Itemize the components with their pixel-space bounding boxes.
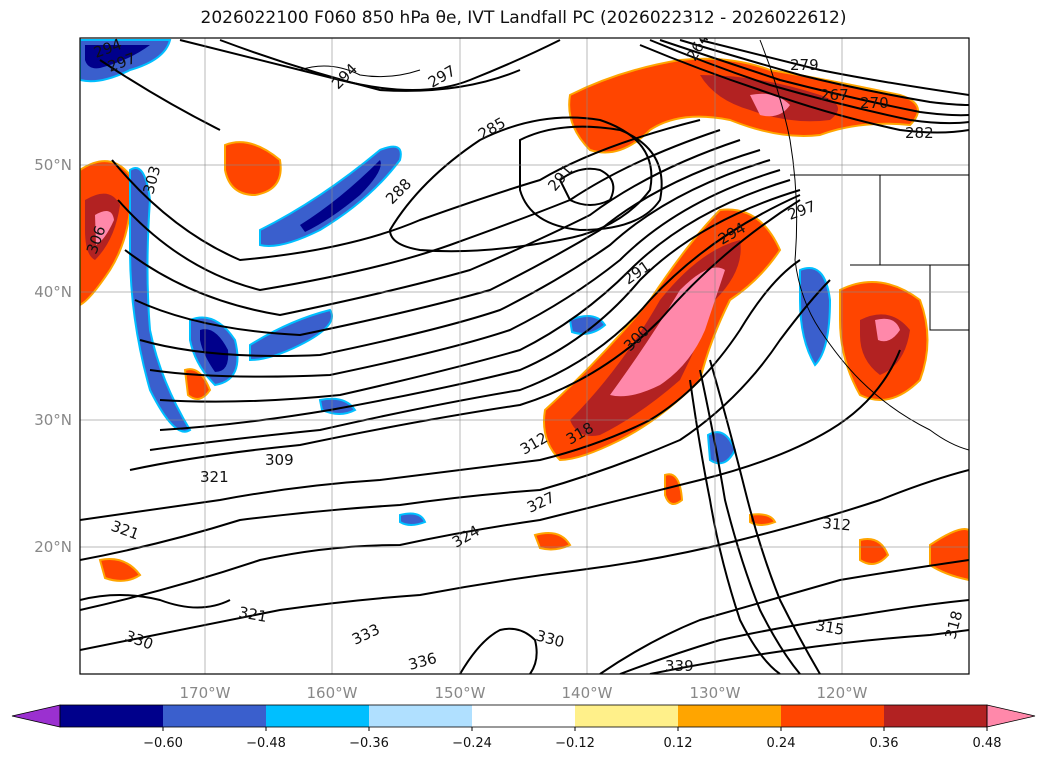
lon-tick: 150°W — [435, 684, 486, 702]
lon-tick: 120°W — [817, 684, 868, 702]
contour-label: 309 — [265, 451, 294, 469]
colorbar-tick-label: 0.36 — [870, 736, 899, 751]
colorbar-tick-label: −0.36 — [349, 736, 389, 751]
contour-label: 282 — [905, 124, 934, 142]
map-title: 2026022100 F060 850 hPa θe, IVT Landfall… — [200, 8, 847, 28]
contour-label: 339 — [665, 657, 694, 675]
colorbar-tick-label: −0.60 — [143, 736, 183, 751]
colorbar-bin — [266, 705, 370, 727]
shade-coast-pink — [875, 318, 900, 342]
colorbar-bin — [369, 705, 473, 727]
lat-tick: 30°N — [34, 411, 72, 429]
colorbar-frame — [59, 704, 988, 728]
lon-tick: 130°W — [690, 684, 741, 702]
shade-blue-streak1 — [259, 145, 402, 247]
colorbar-tick-label: 0.24 — [767, 736, 796, 751]
contour-label: 279 — [790, 56, 819, 74]
lat-tick-labels: 50°N 40°N 30°N 20°N — [34, 156, 72, 556]
colorbar-tick-label: −0.24 — [452, 736, 492, 751]
colorbar-bin — [678, 705, 782, 727]
shade-orange-south2 — [859, 538, 890, 565]
coastlines — [299, 39, 969, 451]
colorbar-extend-low — [11, 704, 61, 728]
contour-label: 321 — [200, 468, 229, 486]
shade-navy-topleft — [85, 45, 150, 69]
colorbar-bin — [575, 705, 679, 727]
colorbar-bin — [884, 705, 988, 727]
colorbar-bin — [60, 705, 164, 727]
colorbar-bin — [163, 705, 267, 727]
lon-tick: 170°W — [180, 684, 231, 702]
shade-pink-west — [95, 211, 114, 245]
contour-label: 270 — [860, 94, 889, 112]
map-frame — [79, 37, 970, 675]
contour-label: 267 — [820, 86, 849, 104]
gridlines — [80, 38, 969, 674]
lat-tick: 20°N — [34, 538, 72, 556]
shade-orange-south1 — [664, 473, 684, 505]
colorbar-extend-high — [986, 704, 1036, 728]
lat-tick: 50°N — [34, 156, 72, 174]
contour-label: 312 — [822, 514, 852, 534]
colorbar: −0.60 −0.48 −0.36 −0.24 −0.12 0.12 0.24 0.36 0.4… — [11, 704, 1036, 751]
shade-orange-south5 — [533, 532, 572, 551]
colorbar-tick-label: −0.48 — [246, 736, 286, 751]
lon-tick: 140°W — [562, 684, 613, 702]
contour-label: 321 — [237, 603, 268, 626]
colorbar-tick-label: 0.12 — [664, 736, 693, 751]
lon-tick: 160°W — [307, 684, 358, 702]
shade-blue-south2 — [399, 512, 427, 526]
colorbar-bin — [472, 705, 576, 727]
contour-label: 315 — [814, 616, 845, 639]
shade-orange-south4 — [98, 558, 142, 582]
lon-tick-labels: 170°W 160°W 150°W 140°W 130°W 120°W — [180, 684, 868, 702]
lat-tick: 40°N — [34, 283, 72, 301]
shade-navy-streak3 — [200, 329, 229, 372]
colorbar-tick-label: −0.12 — [555, 736, 595, 751]
contour-lines — [80, 39, 969, 674]
shade-orange-blob1 — [224, 141, 282, 197]
shade-orange-south3 — [929, 528, 969, 582]
shade-ar-pink — [610, 267, 725, 397]
shade-navy-streak1 — [300, 160, 381, 232]
shade-orange-blob2 — [183, 368, 212, 400]
colorbar-bin — [781, 705, 885, 727]
colorbar-tick-label: 0.48 — [973, 736, 1002, 751]
